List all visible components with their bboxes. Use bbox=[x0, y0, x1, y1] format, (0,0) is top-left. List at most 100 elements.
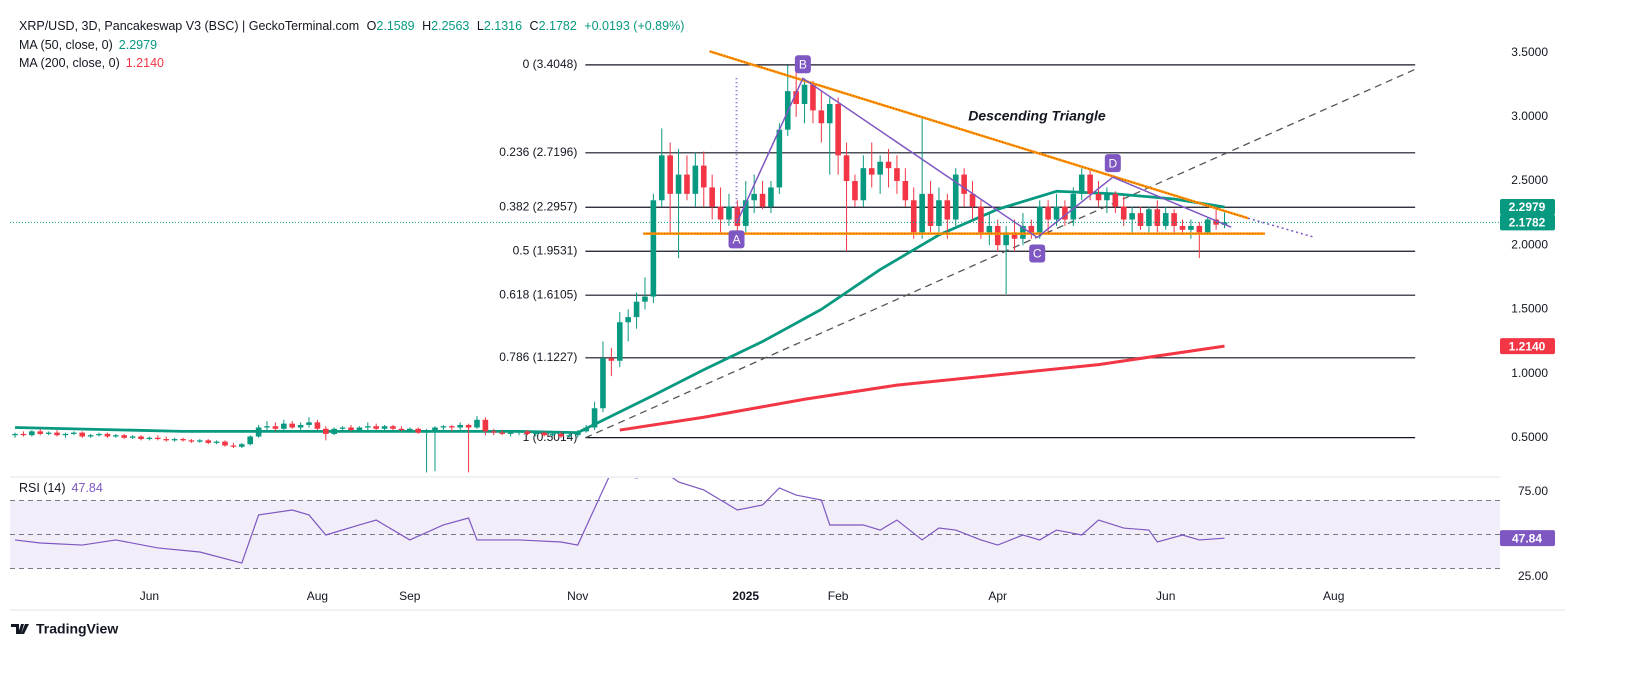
candle-body bbox=[700, 165, 707, 188]
candle-body bbox=[742, 200, 749, 226]
candle-body bbox=[516, 431, 522, 433]
candle-body bbox=[20, 433, 27, 436]
pattern-point-box bbox=[1029, 244, 1046, 263]
pattern-point-label: D bbox=[1108, 156, 1117, 170]
candle-body bbox=[1196, 225, 1203, 233]
candle-body bbox=[1078, 174, 1085, 194]
candle-body bbox=[667, 155, 673, 194]
candle-body bbox=[1020, 225, 1026, 239]
candle-body bbox=[507, 432, 514, 434]
ma-legend: MA (50, close, 0) 2.2979 bbox=[19, 38, 157, 52]
candle-body bbox=[448, 426, 455, 428]
change: +0.0193 (+0.89%) bbox=[584, 19, 684, 33]
candle-body bbox=[751, 193, 757, 201]
rsi-value-tag-bg bbox=[1500, 530, 1555, 547]
candle-body bbox=[600, 358, 606, 409]
candle-body bbox=[818, 110, 825, 124]
candle-body bbox=[910, 200, 917, 233]
candle-body bbox=[423, 430, 430, 433]
legend: XRP/USD, 3D, Pancakeswap V3 (BSC) | Geck… bbox=[19, 19, 684, 495]
candle-body bbox=[658, 155, 665, 201]
candle-body bbox=[482, 419, 489, 432]
ma-legend-name: MA (200, close, 0) bbox=[19, 56, 120, 70]
candle-body bbox=[793, 91, 799, 104]
pattern-point-box bbox=[1104, 154, 1121, 173]
candle-body bbox=[902, 181, 909, 201]
candle-body bbox=[826, 103, 833, 124]
ohlc-label: C bbox=[530, 19, 539, 33]
candle-body bbox=[113, 435, 119, 437]
axes: 0.5000 1.0000 1.5000 2.0000 2.5000 3.0000 3.50… bbox=[140, 45, 1555, 603]
candle-body bbox=[894, 168, 900, 182]
candle-body bbox=[885, 161, 892, 169]
candle-body bbox=[121, 435, 128, 438]
candle-body bbox=[1179, 225, 1186, 230]
candle-body bbox=[1053, 206, 1060, 220]
ma-price-tag-bg bbox=[1500, 198, 1555, 215]
candle-body bbox=[541, 432, 547, 436]
candle-body bbox=[281, 423, 287, 429]
ohlc-label: L bbox=[477, 19, 484, 33]
candle-body bbox=[1112, 193, 1119, 207]
candle-body bbox=[180, 439, 186, 441]
candle-body bbox=[1003, 232, 1009, 246]
candle-body bbox=[843, 155, 850, 182]
candle-body bbox=[1221, 222, 1228, 225]
y-tick-label: 2.5000 bbox=[1511, 173, 1548, 187]
candle-body bbox=[29, 431, 35, 436]
candle-body bbox=[532, 432, 539, 434]
candle-body bbox=[616, 322, 623, 361]
candle-body bbox=[1154, 209, 1161, 226]
candle-body bbox=[868, 168, 875, 175]
rsi-legend-value: 47.84 bbox=[72, 481, 103, 495]
candle-body bbox=[365, 426, 371, 428]
rsi-tick-label: 25.00 bbox=[1518, 569, 1548, 583]
candle-body bbox=[37, 431, 44, 434]
candle-body bbox=[432, 427, 438, 431]
candle-body bbox=[373, 426, 380, 429]
diagonal-trendline bbox=[585, 68, 1416, 439]
candle-body bbox=[222, 441, 228, 446]
fib-label: 0.5 (1.9531) bbox=[513, 243, 578, 257]
candle-body bbox=[348, 427, 354, 431]
candle-body bbox=[247, 436, 254, 445]
candle-body bbox=[457, 424, 463, 428]
candle-body bbox=[188, 440, 195, 442]
brand: TradingView bbox=[11, 621, 118, 637]
candle-body bbox=[339, 427, 346, 429]
candle-body bbox=[591, 408, 598, 428]
ma-legend-name: MA (50, close, 0) bbox=[19, 38, 113, 52]
candle-body bbox=[936, 200, 942, 226]
candle-body bbox=[734, 206, 741, 226]
candle-body bbox=[465, 424, 472, 428]
ma-price-tag: 2.2979 bbox=[1509, 200, 1546, 214]
candle-body bbox=[155, 437, 161, 440]
candle-body bbox=[297, 424, 304, 428]
candle-body bbox=[390, 426, 396, 429]
candle-body bbox=[230, 445, 237, 447]
x-tick-label: Feb bbox=[828, 589, 849, 603]
candle-body bbox=[583, 427, 589, 432]
candle-body bbox=[969, 193, 976, 207]
candle-body bbox=[801, 84, 808, 104]
brand-logo bbox=[11, 624, 29, 634]
candle-body bbox=[1146, 209, 1152, 226]
candle-body bbox=[205, 440, 212, 443]
candle-body bbox=[726, 206, 732, 220]
candle-body bbox=[1036, 206, 1043, 233]
candle-body bbox=[1070, 193, 1077, 220]
fib-label: 0.382 (2.2957) bbox=[499, 199, 577, 213]
candle-body bbox=[927, 193, 934, 226]
ma-legend: MA (200, close, 0) 1.2140 bbox=[19, 56, 164, 70]
candle-body bbox=[994, 225, 1001, 246]
rsi-line bbox=[14, 478, 1225, 564]
candle-body bbox=[104, 433, 111, 437]
candle-body bbox=[877, 161, 883, 175]
candle-body bbox=[171, 439, 178, 441]
header: XRP/USD, 3D, Pancakeswap V3 (BSC) | Geck… bbox=[19, 19, 684, 33]
candle-body bbox=[306, 422, 312, 425]
candle-body bbox=[62, 433, 69, 436]
x-tick-label: Aug bbox=[1323, 589, 1344, 603]
